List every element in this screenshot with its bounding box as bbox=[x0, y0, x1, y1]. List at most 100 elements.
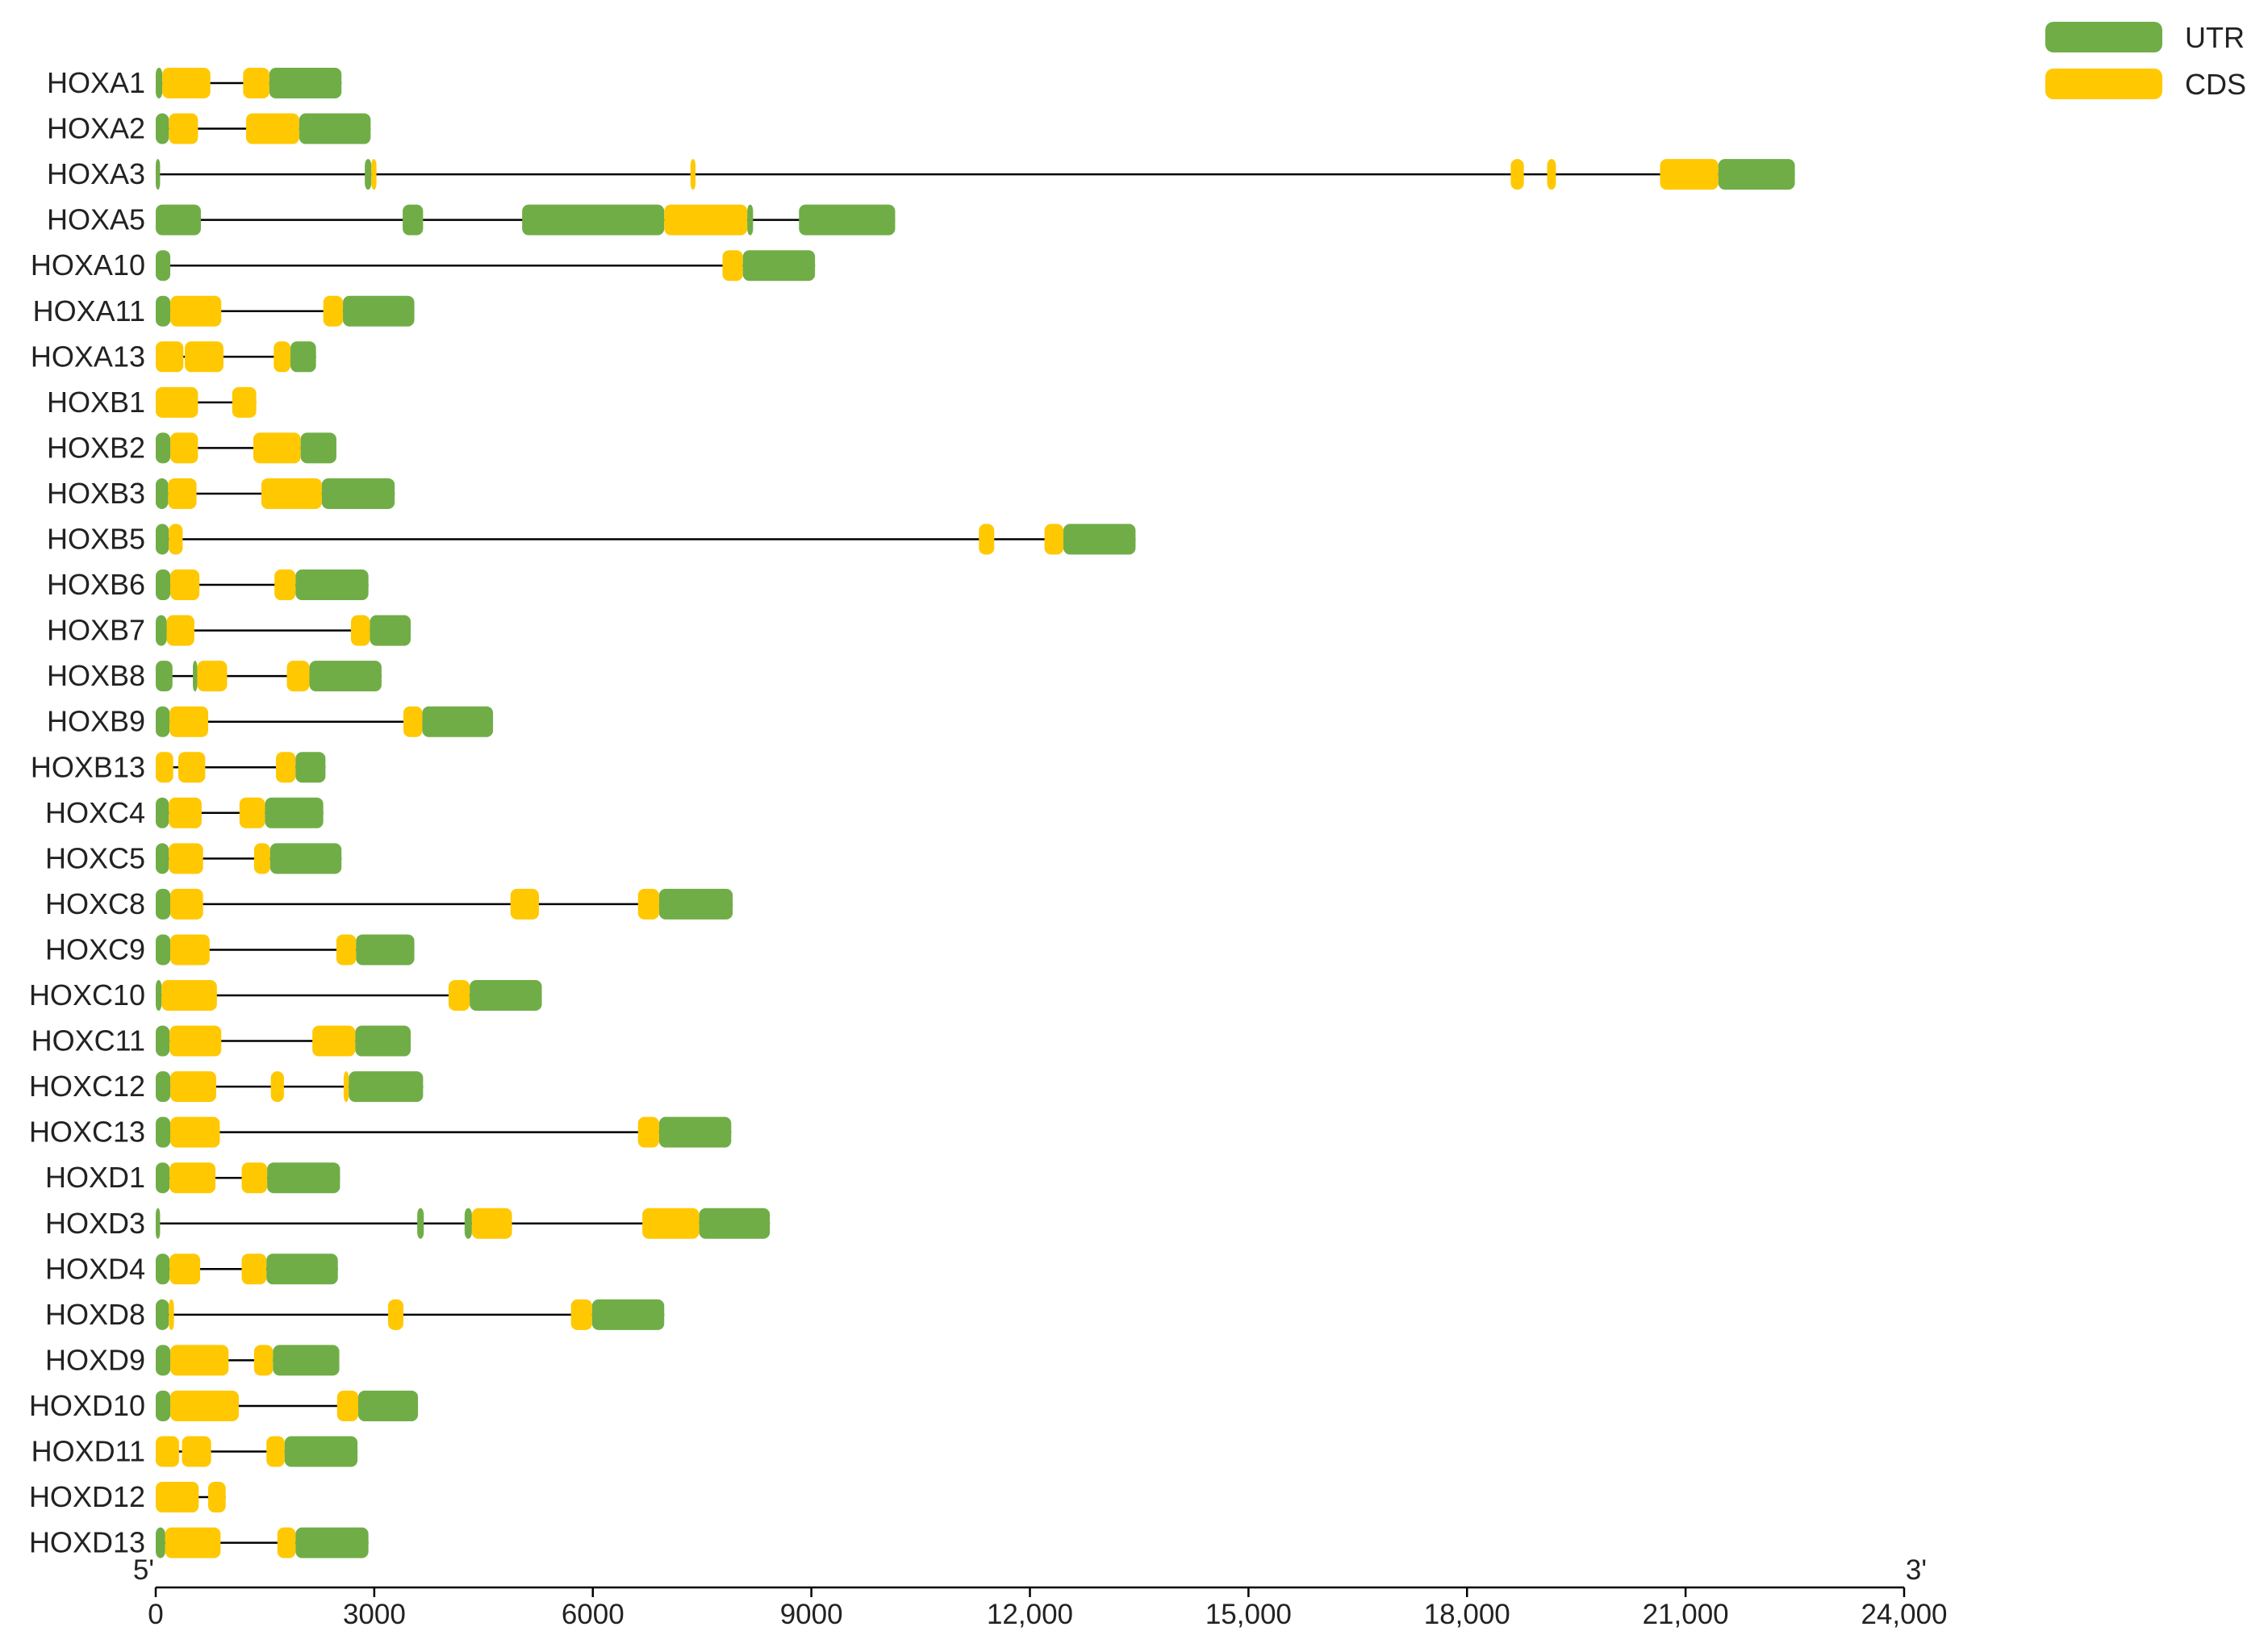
gene-label: HOXD1 bbox=[45, 1161, 145, 1194]
gene-label: HOXB9 bbox=[47, 705, 145, 738]
cds-block bbox=[336, 1390, 359, 1421]
gene-row: HOXC8 bbox=[45, 887, 733, 920]
cds-block bbox=[274, 341, 291, 373]
utr-block bbox=[193, 661, 198, 692]
x-tick-label: 12,000 bbox=[987, 1599, 1073, 1630]
cds-block bbox=[979, 524, 995, 555]
utr-block bbox=[321, 478, 395, 509]
utr-block bbox=[156, 1116, 171, 1148]
cds-block bbox=[208, 1482, 226, 1513]
gene-label: HOXD9 bbox=[45, 1343, 145, 1376]
cds-block bbox=[243, 68, 269, 98]
gene-row: HOXB6 bbox=[47, 568, 369, 601]
utr-block bbox=[156, 980, 162, 1011]
utr-block bbox=[295, 1527, 369, 1558]
x-tick-label: 9000 bbox=[780, 1599, 843, 1630]
utr-block bbox=[403, 204, 424, 236]
gene-row: HOXA1 bbox=[47, 66, 342, 99]
cds-block bbox=[166, 615, 194, 646]
cds-block bbox=[266, 1436, 285, 1467]
utr-block bbox=[747, 204, 754, 236]
utr-block bbox=[156, 1208, 161, 1239]
gene-label: HOXA1 bbox=[47, 66, 145, 99]
utr-block bbox=[1063, 524, 1136, 555]
utr-block bbox=[156, 204, 201, 236]
utr-block bbox=[156, 797, 169, 828]
legend-swatch-utr bbox=[2045, 22, 2162, 52]
cds-block bbox=[312, 1025, 356, 1057]
utr-block bbox=[156, 1253, 170, 1285]
gene-row: HOXD13 bbox=[29, 1526, 369, 1559]
utr-block bbox=[295, 752, 326, 783]
utr-block bbox=[156, 934, 171, 966]
cds-block bbox=[286, 661, 310, 692]
gene-row: HOXB5 bbox=[47, 523, 1136, 556]
gene-row: HOXD9 bbox=[45, 1343, 340, 1376]
utr-block bbox=[417, 1208, 424, 1239]
cds-block bbox=[241, 1253, 267, 1285]
gene-label: HOXC4 bbox=[45, 796, 145, 829]
gene-row: HOXD8 bbox=[45, 1298, 665, 1331]
gene-label: HOXB6 bbox=[47, 568, 145, 601]
cds-block bbox=[570, 1299, 592, 1330]
cds-block bbox=[274, 569, 296, 601]
gene-row: HOXA3 bbox=[47, 157, 1795, 190]
utr-block bbox=[156, 1527, 165, 1558]
gene-label: HOXB13 bbox=[31, 750, 145, 783]
gene-row: HOXA11 bbox=[33, 294, 415, 327]
utr-block bbox=[309, 661, 382, 692]
utr-block bbox=[156, 68, 163, 98]
cds-block bbox=[350, 615, 370, 646]
gene-row: HOXA2 bbox=[47, 112, 371, 145]
gene-row: HOXA5 bbox=[47, 203, 896, 236]
gene-row: HOXD11 bbox=[31, 1435, 358, 1468]
cds-block bbox=[261, 478, 322, 509]
cds-block bbox=[170, 1345, 229, 1376]
gene-label: HOXC8 bbox=[45, 887, 145, 920]
gene-row: HOXC9 bbox=[45, 932, 415, 966]
utr-block bbox=[156, 478, 169, 509]
cds-block bbox=[156, 386, 198, 418]
legend-label-cds: CDS bbox=[2185, 68, 2246, 101]
gene-label: HOXA5 bbox=[47, 203, 145, 236]
utr-block bbox=[422, 706, 494, 737]
utr-block bbox=[343, 295, 415, 327]
cds-block bbox=[170, 569, 200, 601]
cds-block bbox=[336, 934, 357, 966]
gene-row: HOXA10 bbox=[31, 248, 816, 282]
utr-block bbox=[699, 1208, 771, 1239]
cds-block bbox=[169, 706, 209, 737]
x-tick-label: 3000 bbox=[343, 1599, 406, 1630]
three-prime-label: 3' bbox=[1906, 1554, 1927, 1586]
utr-block bbox=[300, 432, 336, 464]
cds-block bbox=[371, 159, 377, 190]
utr-block bbox=[156, 432, 171, 464]
gene-label: HOXA3 bbox=[47, 157, 145, 190]
cds-block bbox=[168, 478, 197, 509]
gene-row: HOXB2 bbox=[47, 431, 336, 464]
cds-block bbox=[170, 1390, 239, 1421]
cds-block bbox=[232, 386, 257, 418]
x-axis: 5' 3' 0 3000 6000 9000 12,000 15,000 18,000 21,… bbox=[133, 1554, 1948, 1630]
cds-block bbox=[471, 1208, 512, 1239]
gene-row: HOXB3 bbox=[47, 477, 395, 510]
legend: UTR CDS bbox=[2045, 21, 2246, 101]
cds-block bbox=[162, 68, 211, 98]
gene-row: HOXA13 bbox=[31, 340, 316, 373]
cds-block bbox=[169, 113, 198, 144]
gene-row: HOXB13 bbox=[31, 750, 326, 783]
x-tick-label: 6000 bbox=[562, 1599, 624, 1630]
cds-block bbox=[253, 432, 301, 464]
cds-block bbox=[343, 1071, 349, 1103]
gene-label: HOXA11 bbox=[33, 294, 145, 327]
cds-block bbox=[253, 1345, 274, 1376]
cds-block bbox=[197, 661, 228, 692]
cds-block bbox=[156, 341, 184, 373]
gene-label: HOXD3 bbox=[45, 1207, 145, 1240]
cds-block bbox=[253, 843, 270, 874]
cds-block bbox=[270, 1071, 284, 1103]
gene-label: HOXB3 bbox=[47, 477, 145, 510]
gene-row: HOXC5 bbox=[45, 841, 342, 874]
cds-block bbox=[642, 1208, 700, 1239]
cds-block bbox=[170, 1071, 216, 1103]
